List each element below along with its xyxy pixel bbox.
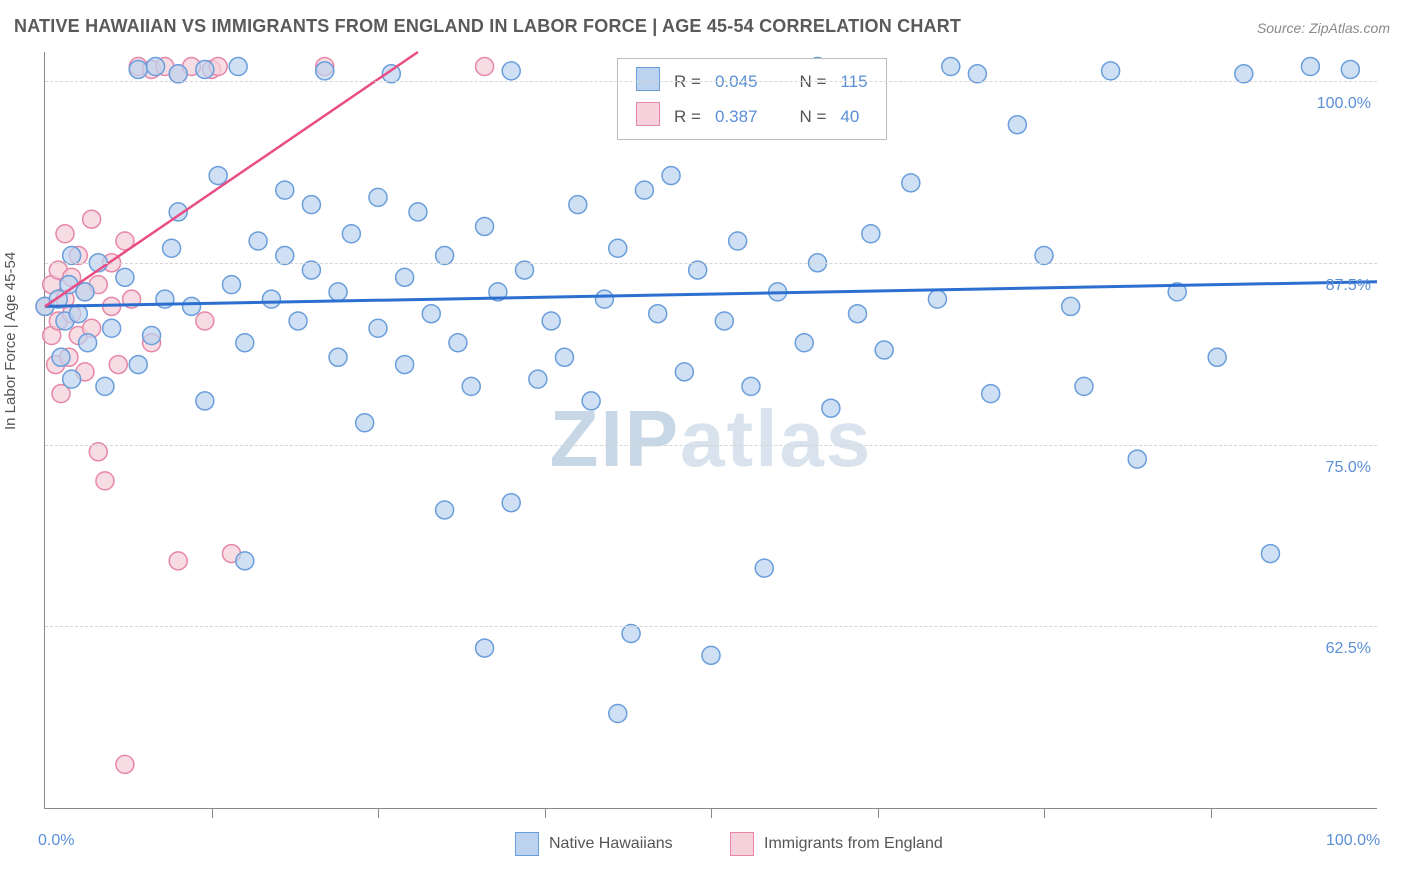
legend-label-pink: Immigrants from England: [764, 835, 943, 853]
legend-blue: Native Hawaiians: [515, 832, 673, 856]
legend-swatch-blue: [515, 832, 539, 856]
y-tick-label: 75.0%: [1326, 459, 1371, 477]
y-tick-label: 100.0%: [1317, 95, 1371, 113]
stats-swatch-pink: [636, 102, 660, 126]
stats-box: R =0.045 N =115 R =0.387 N =40: [617, 58, 887, 140]
plot-area: ZIPatlas R =0.045 N =115 R =0.387 N =40 …: [44, 52, 1377, 809]
legend-label-blue: Native Hawaiians: [549, 835, 673, 853]
x-tick-label: 0.0%: [38, 832, 74, 850]
legend-swatch-pink: [730, 832, 754, 856]
chart-title: NATIVE HAWAIIAN VS IMMIGRANTS FROM ENGLA…: [14, 16, 961, 37]
y-tick-label: 62.5%: [1326, 640, 1371, 658]
stats-swatch-blue: [636, 67, 660, 91]
legend-pink: Immigrants from England: [730, 832, 943, 856]
y-tick-label: 87.5%: [1326, 277, 1371, 295]
stat-r-pink: 0.387: [709, 100, 764, 133]
y-axis-label: In Labor Force | Age 45-54: [2, 252, 19, 430]
x-tick-label: 100.0%: [1326, 832, 1380, 850]
stat-n-pink: 40: [834, 100, 873, 133]
source-attribution: Source: ZipAtlas.com: [1257, 20, 1390, 36]
scatter-svg: [45, 52, 1377, 808]
